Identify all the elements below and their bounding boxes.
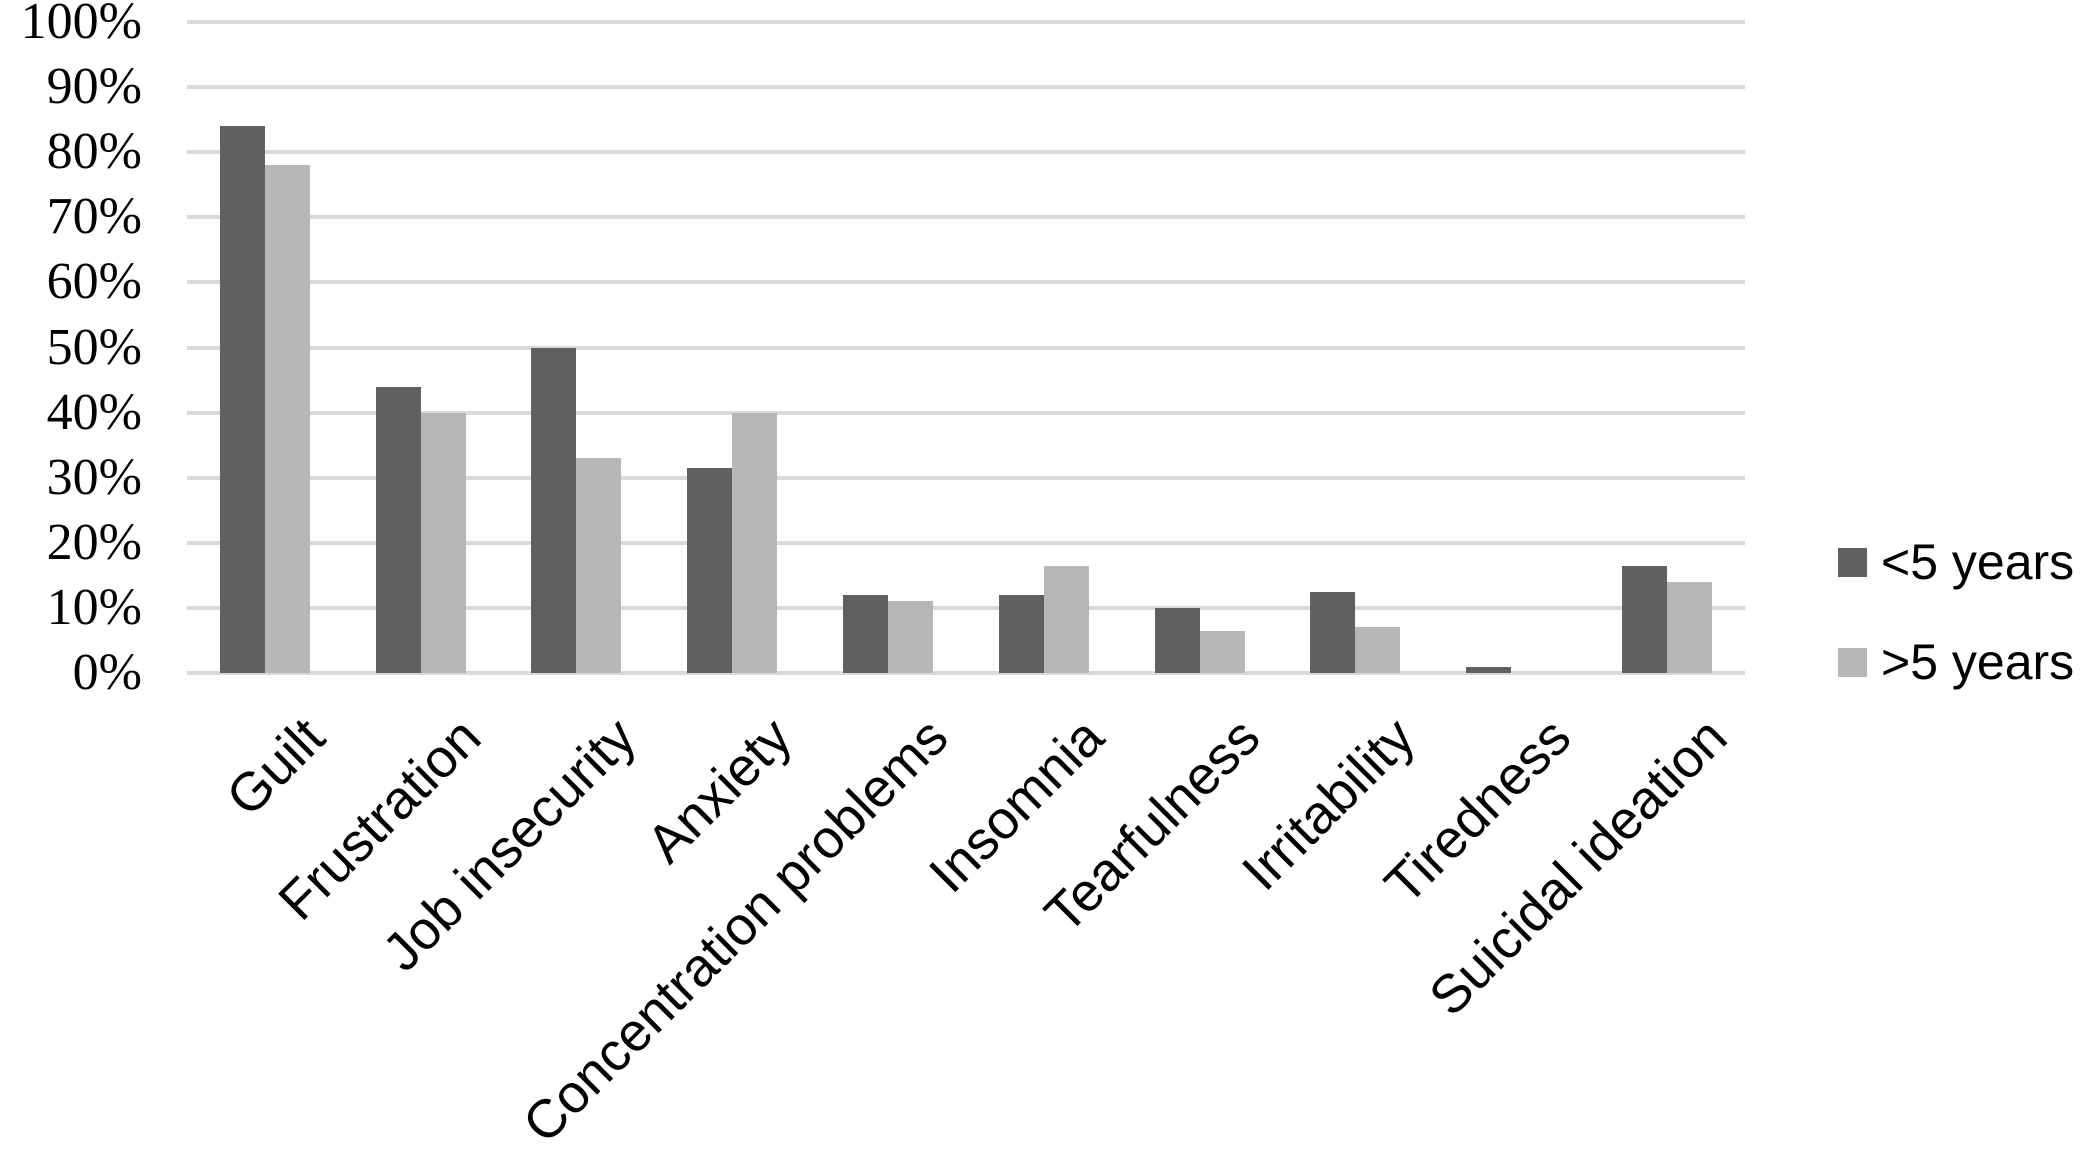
y-tick-label: 30%: [46, 448, 142, 506]
y-tick-label: 20%: [46, 513, 142, 571]
legend-swatch-gt5-years: [1838, 647, 1867, 677]
bar-insomnia-5-years: [998, 594, 1044, 673]
legend-swatch-lt5-years: [1838, 547, 1867, 577]
bar-guilt-5-years: [264, 165, 310, 673]
legend-label-lt5-years: <5 years: [1881, 534, 2075, 590]
bars: [187, 22, 1745, 673]
category-slot-tearfulness: [1122, 22, 1278, 673]
gridline: [187, 150, 1745, 155]
y-tick-label: 90%: [46, 58, 142, 116]
y-tick-label: 10%: [46, 578, 142, 636]
category-slot-insomnia: [966, 22, 1122, 673]
y-tick-label: 40%: [46, 383, 142, 441]
bar-frustration-5-years: [375, 386, 421, 673]
gridline: [187, 215, 1745, 220]
bar-guilt-5-years: [219, 126, 265, 673]
category-slot-concentration-problems: [810, 22, 966, 673]
legend-item-gt5-years: >5 years: [1838, 633, 2074, 691]
bar-job-insecurity-5-years: [531, 347, 577, 673]
bar-anxiety-5-years: [687, 467, 733, 673]
y-tick-label: 50%: [46, 318, 142, 376]
y-tick-label: 60%: [46, 253, 142, 311]
category-slot-suicidal-ideation: [1589, 22, 1745, 673]
bar-concentration-problems-5-years: [888, 601, 934, 673]
y-tick-label: 100%: [20, 0, 142, 50]
gridline: [187, 605, 1745, 610]
bar-frustration-5-years: [420, 412, 466, 673]
plot-area: [187, 20, 1745, 675]
gridline: [187, 475, 1745, 480]
gridline: [187, 540, 1745, 545]
gridline: [187, 410, 1745, 415]
y-tick-label: 70%: [46, 188, 142, 246]
category-slot-guilt: [187, 22, 343, 673]
bar-concentration-problems-5-years: [843, 594, 889, 673]
y-tick-label: 0%: [72, 644, 142, 701]
gridline: [187, 85, 1745, 90]
bar-tearfulness-5-years: [1199, 630, 1245, 673]
category-slot-tiredness: [1433, 22, 1589, 673]
category-slot-frustration: [343, 22, 499, 673]
y-tick-label: 80%: [46, 123, 142, 181]
category-slot-anxiety: [654, 22, 810, 673]
category-slot-irritability: [1278, 22, 1434, 673]
bar-irritability-5-years: [1310, 591, 1356, 673]
bar-suicidal-ideation-5-years: [1667, 581, 1713, 673]
x-label-guilt: Guilt: [215, 706, 337, 828]
bar-insomnia-5-years: [1043, 565, 1089, 673]
bar-suicidal-ideation-5-years: [1622, 565, 1668, 673]
legend: <5 years >5 years: [1838, 533, 2074, 733]
gridline: [187, 280, 1745, 285]
bar-tearfulness-5-years: [1154, 607, 1200, 673]
bar-tiredness-5-years: [1466, 666, 1512, 673]
gridline: [187, 345, 1745, 350]
bar-irritability-5-years: [1355, 627, 1401, 673]
legend-label-gt5-years: >5 years: [1881, 634, 2075, 690]
bar-job-insecurity-5-years: [576, 458, 622, 673]
gridline: [187, 20, 1745, 24]
legend-item-lt5-years: <5 years: [1838, 533, 2074, 591]
bar-anxiety-5-years: [732, 412, 778, 673]
category-slot-job-insecurity: [499, 22, 655, 673]
gridline: [187, 671, 1745, 675]
